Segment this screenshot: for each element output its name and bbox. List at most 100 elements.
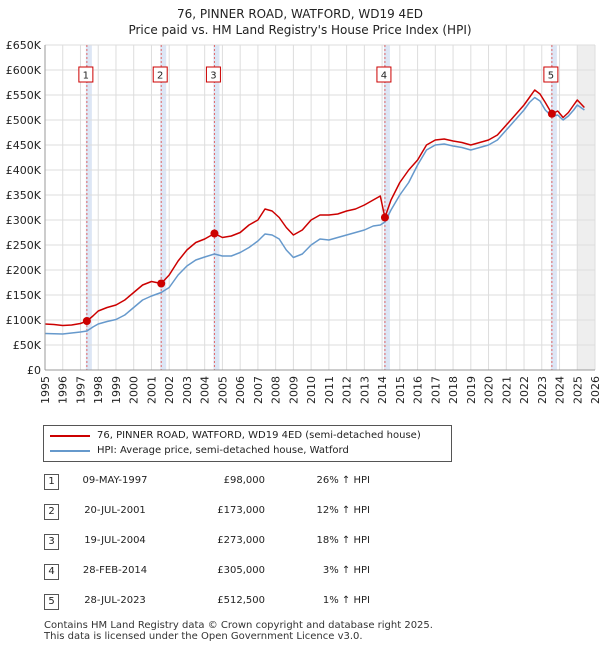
y-tick-8: £400K <box>6 164 42 177</box>
x-tick-24: 2019 <box>465 376 478 404</box>
y-tick-9: £450K <box>6 139 42 152</box>
x-tick-2: 1997 <box>74 376 87 404</box>
transaction-hpi-change: 18% ↑ HPI <box>316 535 370 546</box>
sale-box-3 <box>205 66 221 83</box>
sale-shade-5 <box>550 45 557 370</box>
sale-point-4 <box>380 213 389 222</box>
sale-shade-1 <box>85 45 92 370</box>
sale-shading-layer <box>85 45 595 370</box>
sale-shade-3 <box>213 45 220 370</box>
transaction-row-3: 3 19-JUL-2004 £273,000 18% ↑ HPI <box>0 532 600 552</box>
x-tick-8: 2003 <box>181 376 194 404</box>
y-tick-0: £0 <box>27 364 41 377</box>
x-tick-4: 1999 <box>110 376 123 404</box>
x-tick-7: 2002 <box>163 376 176 404</box>
sale-box-4 <box>376 66 392 83</box>
x-tick-11: 2006 <box>234 376 247 404</box>
transaction-number: 4 <box>44 564 59 580</box>
footer-copyright: Contains HM Land Registry data © Crown c… <box>44 620 433 631</box>
x-tick-26: 2021 <box>500 376 513 404</box>
x-tick-27: 2022 <box>518 376 531 404</box>
transaction-row-1: 1 09-MAY-1997 £98,000 26% ↑ HPI <box>0 472 600 492</box>
sale-box-1 <box>78 66 94 83</box>
transaction-number: 1 <box>44 474 59 490</box>
footer: Contains HM Land Registry data © Crown c… <box>44 620 433 642</box>
transaction-hpi-change: 1% ↑ HPI <box>322 595 370 606</box>
transaction-price: £512,500 <box>217 595 265 606</box>
x-tick-17: 2012 <box>341 376 354 404</box>
x-tick-31: 2026 <box>589 376 600 404</box>
transaction-hpi-change: 3% ↑ HPI <box>322 565 370 576</box>
x-tick-28: 2023 <box>536 376 549 404</box>
x-tick-10: 2005 <box>216 376 229 404</box>
x-tick-5: 2000 <box>128 376 141 404</box>
transaction-row-2: 2 20-JUL-2001 £173,000 12% ↑ HPI <box>0 502 600 522</box>
title-line-1: 76, PINNER ROAD, WATFORD, WD19 4ED <box>176 7 424 21</box>
x-tick-19: 2014 <box>376 376 389 404</box>
y-tick-11: £550K <box>6 89 42 102</box>
series-property-line <box>44 89 585 327</box>
transaction-row-4: 4 28-FEB-2014 £305,000 3% ↑ HPI <box>0 562 600 582</box>
x-tick-30: 2025 <box>571 376 584 404</box>
legend: 76, PINNER ROAD, WATFORD, WD19 4ED (semi… <box>43 425 452 462</box>
transaction-date: 20-JUL-2001 <box>84 505 146 516</box>
transaction-row-5: 5 28-JUL-2023 £512,500 1% ↑ HPI <box>0 592 600 612</box>
x-tick-1: 1996 <box>57 376 70 404</box>
sale-box-label-2: 2 <box>157 71 163 82</box>
transaction-date: 19-JUL-2004 <box>84 535 146 546</box>
x-tick-0: 1995 <box>39 376 52 404</box>
sale-box-label-5: 5 <box>548 71 554 82</box>
transaction-price: £305,000 <box>217 565 265 576</box>
y-tick-5: £250K <box>6 239 42 252</box>
x-tick-6: 2001 <box>145 376 158 404</box>
y-tick-2: £100K <box>6 314 42 327</box>
transaction-price: £273,000 <box>217 535 265 546</box>
y-tick-12: £600K <box>6 64 42 77</box>
sale-shade-4 <box>383 45 390 370</box>
sale-marker-lines <box>86 45 553 370</box>
sale-box-label-4: 4 <box>381 71 387 82</box>
sale-box-label-3: 3 <box>210 71 216 82</box>
legend-swatch-property <box>50 435 90 437</box>
sale-point-1 <box>82 317 91 325</box>
y-tick-3: £150K <box>6 289 42 302</box>
legend-swatch-hpi <box>50 450 90 452</box>
future-hatch <box>577 45 595 370</box>
transaction-hpi-change: 12% ↑ HPI <box>316 505 370 516</box>
axes-layer: £0 £50K £100K £150K £200K £250K £300K £350K £400… <box>6 39 600 404</box>
x-tick-12: 2007 <box>252 376 265 404</box>
sale-box-2 <box>152 66 168 83</box>
sale-shade-2 <box>160 45 167 370</box>
x-tick-22: 2017 <box>429 376 442 404</box>
x-tick-9: 2004 <box>199 376 212 404</box>
x-tick-15: 2010 <box>305 376 318 404</box>
x-tick-21: 2016 <box>412 376 425 404</box>
y-tick-13: £650K <box>6 39 42 52</box>
sale-label-boxes: 1 2 3 4 5 <box>78 66 559 83</box>
x-tick-23: 2018 <box>447 376 460 404</box>
x-tick-18: 2013 <box>358 376 371 404</box>
y-tick-10: £500K <box>6 114 42 127</box>
transaction-date: 28-JUL-2023 <box>84 595 146 606</box>
series-hpi-line <box>44 96 585 335</box>
series-layer <box>44 89 585 335</box>
x-tick-16: 2011 <box>323 376 336 404</box>
y-tick-6: £300K <box>6 214 42 227</box>
sale-point-2 <box>157 279 166 288</box>
y-tick-7: £350K <box>6 189 42 202</box>
x-tick-20: 2015 <box>394 376 407 404</box>
x-tick-3: 1998 <box>92 376 105 404</box>
transaction-date: 09-MAY-1997 <box>82 475 148 486</box>
sale-points <box>82 109 556 325</box>
grid-layer <box>44 44 596 371</box>
sale-point-5 <box>547 109 556 118</box>
price-chart: 1 2 3 4 5 £0 £50K £100K £150K £200K £250K £300K £35… <box>6 39 600 404</box>
chart-title: 76, PINNER ROAD, WATFORD, WD19 4ED Price… <box>0 6 600 38</box>
sale-point-3 <box>210 229 219 238</box>
transaction-number: 5 <box>44 594 59 610</box>
transaction-number: 3 <box>44 534 59 550</box>
y-tick-4: £200K <box>6 264 42 277</box>
transaction-hpi-change: 26% ↑ HPI <box>316 475 370 486</box>
transaction-price: £173,000 <box>217 505 265 516</box>
x-tick-13: 2008 <box>270 376 283 404</box>
